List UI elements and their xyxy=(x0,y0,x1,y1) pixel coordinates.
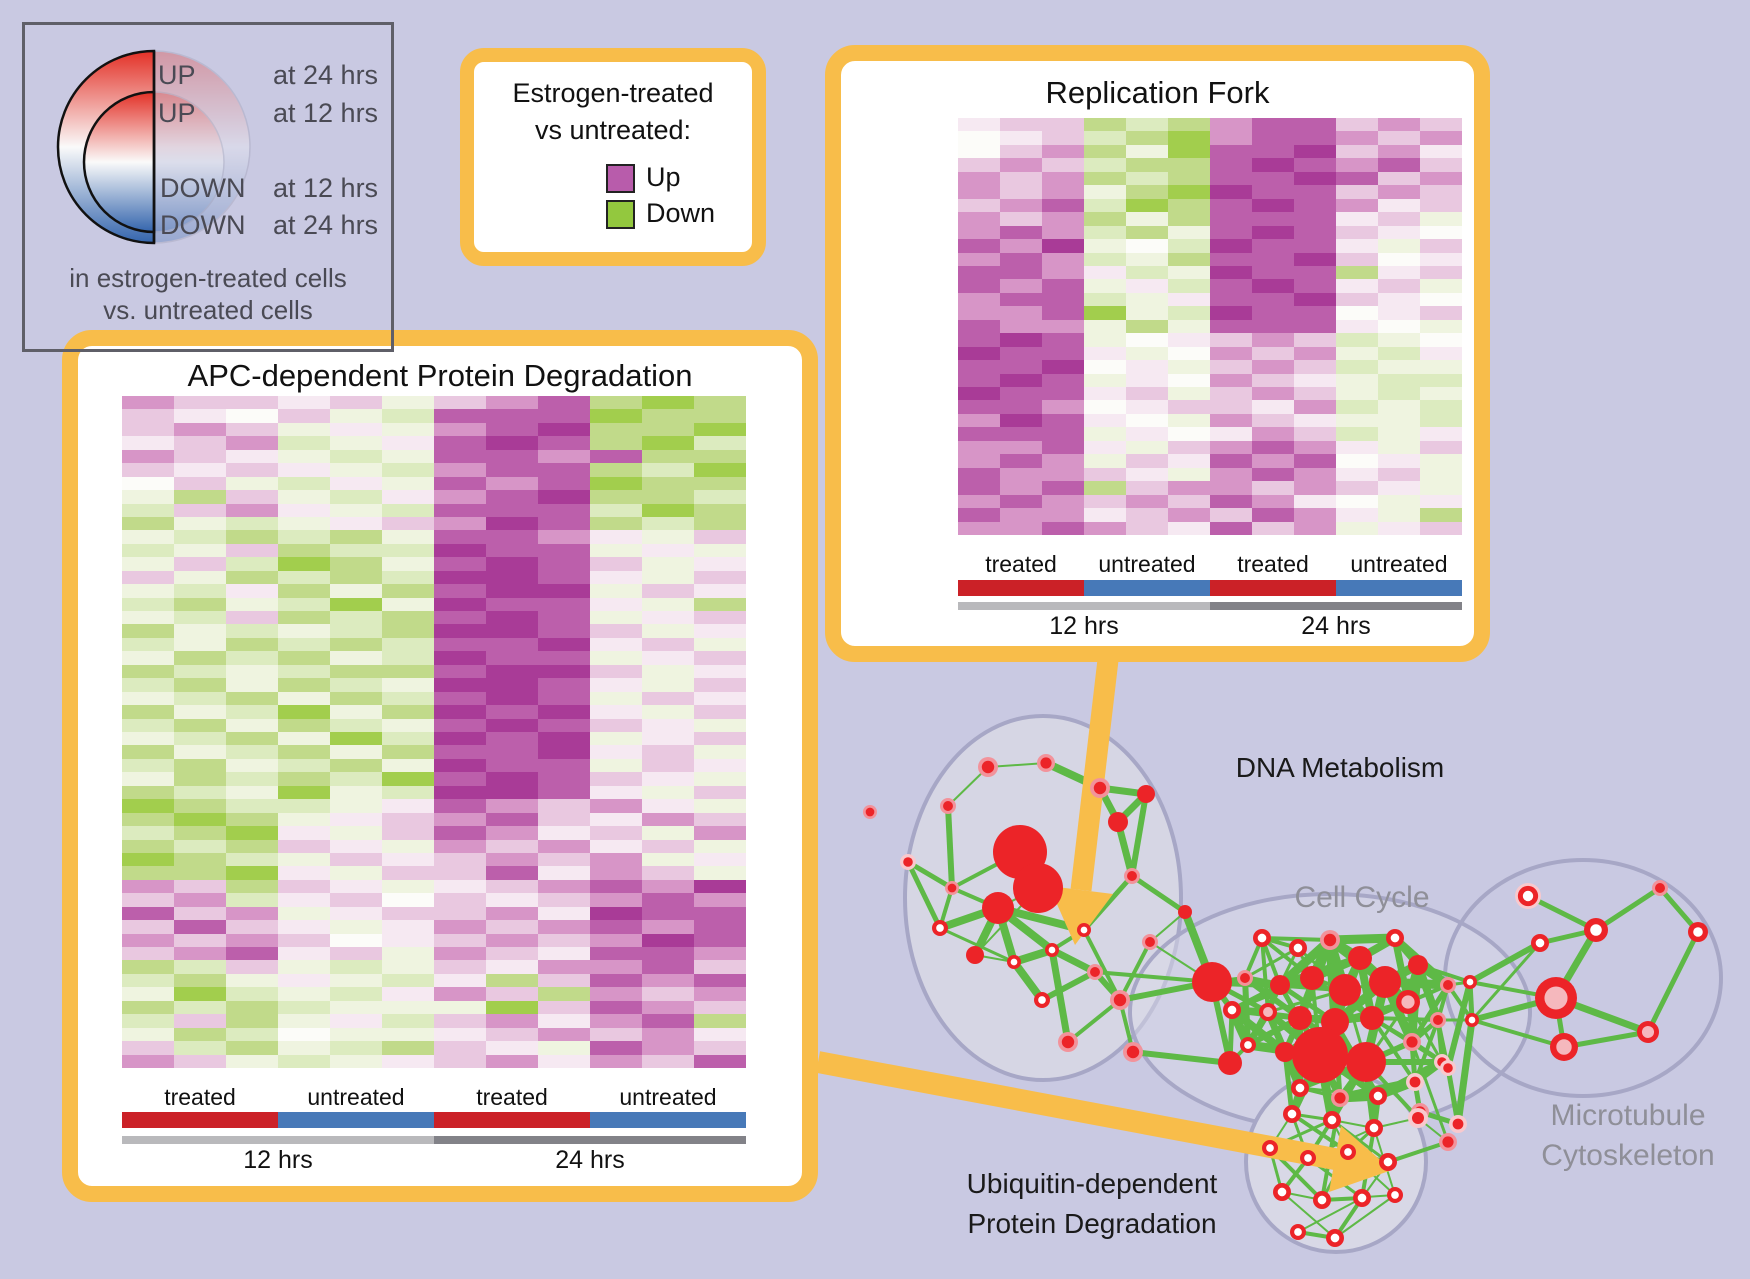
key-title-line2: vs untreated: xyxy=(534,115,692,145)
microtubule-line1: Microtubule xyxy=(1550,1099,1706,1132)
apc-bar-24hrs xyxy=(434,1136,746,1144)
rf-group-labels: treated untreated treated untreated xyxy=(958,551,1462,578)
apc-untreated-12-label: untreated xyxy=(307,1084,405,1110)
up-color-swatch xyxy=(606,164,635,193)
apc-annotations: treated untreated treated untreated 12 h… xyxy=(122,346,746,1186)
apc-bar-treated-12 xyxy=(122,1112,278,1128)
apc-12hrs-label: 12 hrs xyxy=(243,1146,313,1174)
apc-treated-24-label: treated xyxy=(476,1084,548,1110)
apc-treated-12-label: treated xyxy=(164,1084,236,1110)
ring-legend-caption-1: in estrogen-treated cells xyxy=(69,263,347,293)
down-color-swatch xyxy=(606,200,635,229)
down-swatch-label: Down xyxy=(646,198,716,228)
rf-time-labels: 12 hrs 24 hrs xyxy=(958,612,1462,641)
apc-time-labels: 12 hrs 24 hrs xyxy=(122,1146,746,1175)
rf-bar-treated-12 xyxy=(958,580,1084,596)
up-24-time: at 24 hrs xyxy=(273,60,379,90)
apc-panel: APC-dependent Protein Degradation treate… xyxy=(62,330,818,1202)
ubiquitin-line2: Protein Degradation xyxy=(967,1208,1217,1239)
rf-bar-12hrs xyxy=(958,602,1210,610)
replication-fork-heatmap xyxy=(958,118,1462,535)
apc-title: APC-dependent Protein Degradation xyxy=(187,358,693,393)
apc-24hrs-label: 24 hrs xyxy=(555,1146,625,1174)
apc-bar-untreated-12 xyxy=(278,1112,434,1128)
up-12-dir: UP xyxy=(158,98,196,128)
rf-treated-12-label: treated xyxy=(985,551,1057,577)
down-24-dir: DOWN xyxy=(160,210,246,240)
up-24-dir: UP xyxy=(158,60,196,90)
rf-bar-24hrs xyxy=(1210,602,1462,610)
rf-untreated-12-label: untreated xyxy=(1098,551,1196,577)
rf-treated-24-label: treated xyxy=(1237,551,1309,577)
replication-fork-title: Replication Fork xyxy=(1045,75,1270,110)
expression-ring-diagram xyxy=(56,49,251,245)
cluster-label-cell-cycle: Cell Cycle xyxy=(1294,881,1430,914)
cluster-label-dna-metabolism: DNA Metabolism xyxy=(1235,752,1445,783)
rf-bar-untreated-12 xyxy=(1084,580,1210,596)
rf-bar-treated-24 xyxy=(1210,580,1336,596)
key-title-line1: Estrogen-treated xyxy=(512,78,714,108)
rf-24hrs-label: 24 hrs xyxy=(1301,612,1371,640)
rf-bar-untreated-24 xyxy=(1336,580,1462,596)
apc-condition-bar xyxy=(122,1112,746,1128)
apc-group-labels: treated untreated treated untreated xyxy=(122,1084,746,1111)
rf-time-bar xyxy=(958,602,1462,610)
apc-bar-untreated-24 xyxy=(590,1112,746,1128)
apc-untreated-24-label: untreated xyxy=(619,1084,717,1110)
replication-fork-panel: Replication Fork treated untreated treat… xyxy=(825,45,1490,662)
up-12-time: at 12 hrs xyxy=(273,98,379,128)
rf-condition-bar xyxy=(958,580,1462,596)
rf-untreated-24-label: untreated xyxy=(1350,551,1448,577)
up-swatch-label: Up xyxy=(646,162,681,192)
apc-bar-12hrs xyxy=(122,1136,434,1144)
ring-legend-caption-2: vs. untreated cells xyxy=(103,295,313,325)
estrogen-key-box: Estrogen-treated vs untreated: Up Down xyxy=(460,48,766,266)
down-12-dir: DOWN xyxy=(160,173,246,203)
down-24-time: at 24 hrs xyxy=(273,210,379,240)
apc-heatmap xyxy=(122,396,746,1068)
ring-legend-box: UP at 24 hrs UP at 12 hrs DOWN at 12 hrs… xyxy=(22,22,394,352)
replication-fork-annotations: treated untreated treated untreated 12 h… xyxy=(958,61,1462,646)
cluster-label-microtubule-cytoskeleton: Microtubule Cytoskeleton xyxy=(1541,1096,1714,1176)
apc-time-bar xyxy=(122,1136,746,1144)
rf-12hrs-label: 12 hrs xyxy=(1049,612,1119,640)
ubiquitin-line1: Ubiquitin-dependent xyxy=(966,1168,1218,1199)
cluster-label-ubiquitin: Ubiquitin-dependent Protein Degradation xyxy=(967,1164,1218,1244)
down-12-time: at 12 hrs xyxy=(273,173,379,203)
apc-bar-treated-24 xyxy=(434,1112,590,1128)
microtubule-line2: Cytoskeleton xyxy=(1541,1139,1715,1172)
